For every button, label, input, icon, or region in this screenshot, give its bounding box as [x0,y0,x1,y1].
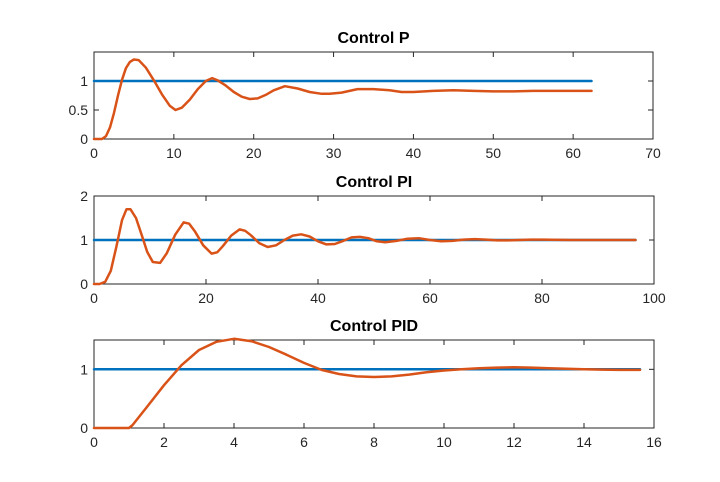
x-tick-label: 14 [576,434,592,450]
y-tick-label: 1 [80,361,88,377]
x-tick-label: 0 [90,290,98,306]
axes-frame [93,339,655,429]
x-tick-label: 16 [646,434,662,450]
x-tick-label: 60 [565,145,581,161]
x-tick-label: 40 [406,145,422,161]
y-tick-label: 0.5 [69,102,89,118]
y-tick-label: 1 [80,232,88,248]
x-tick-label: 0 [90,434,98,450]
subplot-control-pi: 0 20 40 60 80 100 0 1 2 Control PI [80,174,666,306]
response-series-line [92,207,637,286]
x-tick-label: 60 [422,290,438,306]
subplot-control-p: 0 10 20 30 40 50 60 70 0 0.5 1 Control P [69,30,661,161]
x-tick-label: 2 [160,434,168,450]
x-tick-label: 4 [230,434,238,450]
y-tick-label: 0 [80,420,88,436]
response-series-line [92,58,593,141]
x-tick-label: 10 [436,434,452,450]
y-tick-label: 1 [80,73,88,89]
x-tick-label: 70 [645,145,661,161]
x-tick-label: 100 [642,290,666,306]
x-tick-label: 6 [300,434,308,450]
x-tick-label: 20 [246,145,262,161]
x-tick-label: 40 [310,290,326,306]
x-tick-label: 0 [90,145,98,161]
x-tick-label: 50 [485,145,501,161]
x-tick-label: 20 [198,290,214,306]
y-tick-label: 0 [80,131,88,147]
y-tick-label: 0 [80,276,88,292]
x-tick-label: 12 [506,434,522,450]
chart-title: Control PI [336,174,412,191]
x-tick-label: 30 [326,145,342,161]
subplot-control-pid: 0 2 4 6 8 10 12 14 16 0 1 Control PID [80,318,662,450]
response-series-line [92,337,642,430]
x-tick-label: 80 [534,290,550,306]
chart-title: Control PID [330,318,418,335]
axes-frame [93,51,654,140]
x-tick-label: 8 [370,434,378,450]
y-tick-label: 2 [80,188,88,204]
chart-title: Control P [338,30,410,47]
x-tick-label: 10 [166,145,182,161]
